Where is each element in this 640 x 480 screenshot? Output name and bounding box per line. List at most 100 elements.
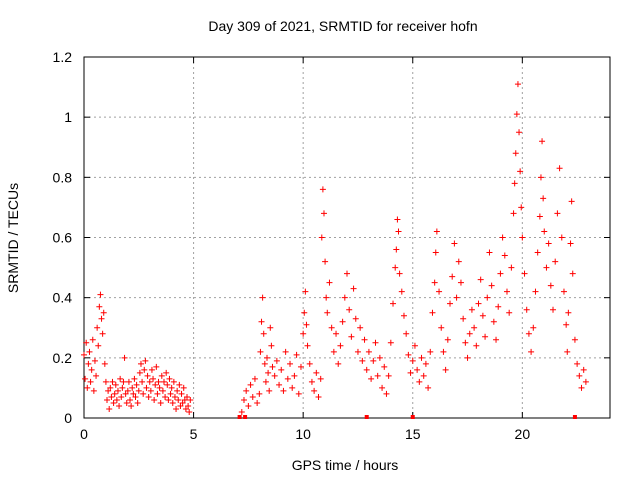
- data-point: [159, 387, 166, 394]
- data-point: [431, 279, 438, 286]
- x-tick-label: 10: [295, 426, 311, 442]
- data-point: [457, 279, 464, 286]
- data-point: [409, 357, 416, 364]
- data-point: [101, 360, 108, 367]
- data-point: [260, 330, 267, 337]
- data-point: [186, 408, 193, 415]
- data-point: [155, 378, 162, 385]
- data-point: [243, 387, 250, 394]
- data-point: [513, 111, 520, 118]
- data-point: [495, 303, 502, 310]
- data-point: [525, 330, 532, 337]
- data-point: [142, 357, 149, 364]
- data-point: [289, 384, 296, 391]
- data-point: [99, 330, 106, 337]
- data-point: [110, 399, 117, 406]
- data-point: [106, 405, 113, 412]
- data-point: [390, 300, 397, 307]
- data-point: [576, 372, 583, 379]
- data-point: [348, 333, 355, 340]
- data-point: [264, 354, 271, 361]
- data-point: [104, 396, 111, 403]
- data-point: [482, 333, 489, 340]
- data-point: [181, 396, 188, 403]
- data-point: [173, 405, 180, 412]
- y-tick-label: 0.6: [53, 230, 73, 246]
- data-point: [473, 342, 480, 349]
- data-point: [319, 186, 326, 193]
- data-point: [261, 360, 268, 367]
- data-point: [556, 165, 563, 172]
- data-point: [83, 339, 90, 346]
- data-point: [393, 246, 400, 253]
- data-point: [519, 234, 526, 241]
- data-point: [122, 390, 129, 397]
- data-point: [116, 402, 123, 409]
- data-point: [416, 378, 423, 385]
- chart-title: Day 309 of 2021, SRMTID for receiver hof…: [208, 18, 477, 34]
- data-point: [86, 348, 93, 355]
- data-point: [444, 336, 451, 343]
- data-point: [157, 399, 164, 406]
- data-point: [341, 294, 348, 301]
- data-point: [528, 348, 535, 355]
- data-point: [554, 210, 561, 217]
- data-point: [84, 384, 91, 391]
- data-point: [125, 378, 132, 385]
- data-point: [521, 270, 528, 277]
- data-point: [158, 372, 165, 379]
- data-point: [98, 315, 105, 322]
- data-point: [182, 405, 189, 412]
- data-point: [162, 393, 169, 400]
- data-point: [578, 384, 585, 391]
- y-axis-label: SRMTID / TECUs: [5, 183, 21, 293]
- data-point: [89, 336, 96, 343]
- data-point: [143, 384, 150, 391]
- gap-markers: [237, 415, 577, 419]
- data-point: [571, 336, 578, 343]
- data-point: [344, 270, 350, 277]
- data-point: [150, 375, 157, 382]
- data-point: [267, 324, 274, 331]
- data-point: [508, 264, 515, 271]
- data-point: [582, 378, 589, 385]
- data-point: [567, 240, 574, 247]
- data-point: [383, 390, 390, 397]
- data-point: [81, 351, 87, 358]
- data-point: [268, 342, 275, 349]
- data-point: [396, 270, 403, 277]
- data-point: [398, 288, 405, 295]
- data-point: [335, 360, 342, 367]
- data-point: [107, 384, 114, 391]
- data-point: [462, 339, 469, 346]
- data-point: [361, 336, 368, 343]
- data-point: [359, 357, 366, 364]
- data-point: [422, 360, 429, 367]
- data-point: [257, 348, 264, 355]
- gap-marker: [410, 415, 415, 419]
- data-point: [96, 303, 103, 310]
- data-point: [568, 198, 575, 205]
- data-point: [136, 369, 143, 376]
- data-point: [300, 330, 307, 337]
- data-point: [425, 384, 432, 391]
- data-point: [326, 279, 333, 286]
- data-point: [411, 342, 418, 349]
- data-point: [141, 366, 148, 373]
- data-point: [440, 348, 447, 355]
- data-point: [560, 288, 567, 295]
- data-point: [153, 363, 160, 370]
- x-axis-label: GPS time / hours: [292, 457, 399, 473]
- data-point: [306, 360, 313, 367]
- data-point: [144, 372, 151, 379]
- data-point: [271, 372, 278, 379]
- data-point: [148, 366, 155, 373]
- data-point: [352, 315, 359, 322]
- data-point: [113, 396, 120, 403]
- gap-marker: [572, 415, 577, 419]
- data-point: [165, 396, 172, 403]
- x-tick-label: 20: [515, 426, 531, 442]
- data-point: [433, 228, 440, 235]
- gap-marker: [237, 415, 242, 419]
- data-point: [137, 360, 144, 367]
